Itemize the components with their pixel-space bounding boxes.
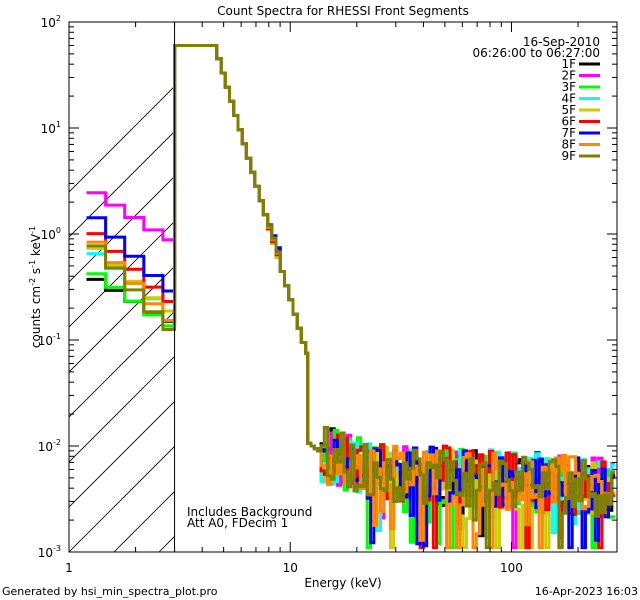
y-tick-label: 100 <box>41 226 61 242</box>
y-tick-labels: 10-3 10-2 10-1 100 101 102 <box>38 14 61 560</box>
x-tick-label: 1 <box>65 561 73 575</box>
y-tick-label: 10-1 <box>38 332 61 348</box>
x-tick-label: 10 <box>283 561 298 575</box>
legend-date: 16-Sep-2010 <box>523 35 600 49</box>
series-lines <box>86 44 616 550</box>
legend-label-1F: 1F <box>561 57 576 71</box>
legend-label-8F: 8F <box>561 138 576 152</box>
plot-frame <box>68 21 618 553</box>
legend-time-range: 06:26:00 to 06:27:00 <box>473 46 600 60</box>
legend-label-7F: 7F <box>561 126 576 140</box>
footer-timestamp: 16-Apr-2023 16:03 <box>535 585 638 598</box>
annotation-attenuator: Att A0, FDecim 1 <box>187 516 288 530</box>
axis-ticks <box>68 21 618 553</box>
annotation-background: Includes Background <box>187 505 312 519</box>
y-tick-label: 10-3 <box>38 544 61 560</box>
y-tick-label: 10-2 <box>38 438 61 454</box>
hatch-line <box>69 445 175 552</box>
x-tick-label: 100 <box>500 561 523 575</box>
x-tick-labels: 1 10 100 <box>65 561 523 575</box>
x-axis-label: Energy (keV) <box>304 576 381 590</box>
hatch-line <box>69 175 175 283</box>
hatch-line <box>69 400 175 508</box>
legend-label-9F: 9F <box>561 149 576 163</box>
series-line-9F <box>86 44 616 550</box>
legend-label-4F: 4F <box>561 92 576 106</box>
y-tick-label: 102 <box>41 14 61 30</box>
hatch-line <box>69 85 175 193</box>
legend-label-2F: 2F <box>561 69 576 83</box>
footer-generated-by: Generated by hsi_min_spectra_plot.pro <box>2 585 218 598</box>
chart-title: Count Spectra for RHESSI Front Segments <box>217 4 469 18</box>
legend-label-6F: 6F <box>561 115 576 129</box>
legend-label-5F: 5F <box>561 103 576 117</box>
y-axis-label: counts cm-2 s-1 keV-1 <box>28 226 43 348</box>
hatch-line <box>69 220 175 328</box>
legend-label-3F: 3F <box>561 80 576 94</box>
y-tick-label: 101 <box>41 120 61 136</box>
